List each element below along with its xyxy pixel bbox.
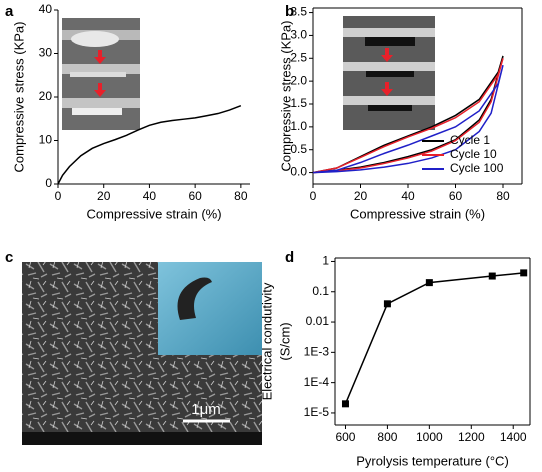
- sem-image: [22, 262, 262, 445]
- x-tick-label: 80: [234, 189, 248, 203]
- data-line: [344, 272, 524, 405]
- y-tick-label: 0: [45, 176, 52, 190]
- panel-label: b: [285, 3, 294, 20]
- data-marker: [488, 272, 496, 280]
- x-axis-label: Compressive strain (%): [350, 206, 485, 221]
- y-tick-label: 40: [39, 2, 53, 16]
- x-tick-label: 1400: [500, 430, 527, 444]
- x-tick-label: 20: [97, 189, 111, 203]
- x-tick-label: 60: [449, 189, 463, 203]
- y-axis-label: Electrical condutivity: [259, 282, 274, 400]
- y-tick-label: 0.0: [290, 165, 307, 179]
- data-marker: [341, 400, 349, 408]
- y-tick-label: 1E-3: [304, 345, 330, 359]
- y-tick-label: 1E-4: [304, 375, 330, 389]
- y-tick-label: 10: [39, 133, 53, 147]
- y-tick-label: 1: [322, 254, 329, 268]
- x-tick-label: 800: [377, 430, 397, 444]
- x-tick-label: 80: [496, 189, 510, 203]
- y-tick-label: 30: [39, 46, 53, 60]
- y-axis-label: Compressive stress (KPa): [11, 22, 26, 173]
- y-axis-label: (S/cm): [277, 322, 292, 360]
- x-tick-label: 0: [55, 189, 62, 203]
- data-line: [57, 104, 242, 185]
- inset-photo: [343, 16, 435, 130]
- y-axis-label: Compressive stress (KPa): [278, 21, 293, 172]
- x-tick-label: 60: [188, 189, 202, 203]
- panel-label: d: [285, 249, 294, 266]
- x-tick-label: 40: [401, 189, 415, 203]
- y-tick-label: 3.0: [290, 28, 307, 42]
- legend-label: Cycle 100: [450, 161, 504, 175]
- y-tick-label: 0.1: [312, 284, 329, 298]
- y-tick-label: 1.0: [290, 119, 307, 133]
- scale-bar-label: 1μm: [191, 401, 220, 418]
- y-tick-label: 2.5: [290, 50, 307, 64]
- y-tick-label: 1E-5: [304, 405, 330, 419]
- x-tick-label: 0: [310, 189, 317, 203]
- data-marker: [425, 279, 433, 287]
- y-tick-label: 0.5: [290, 142, 307, 156]
- y-tick-label: 1.5: [290, 96, 307, 110]
- y-tick-label: 3.5: [290, 5, 307, 19]
- legend-label: Cycle 10: [450, 147, 497, 161]
- x-tick-label: 600: [335, 430, 355, 444]
- y-tick-label: 2.0: [290, 73, 307, 87]
- legend-label: Cycle 1: [450, 133, 490, 147]
- data-line: [312, 55, 504, 174]
- x-axis-label: Compressive strain (%): [86, 206, 221, 221]
- x-tick-label: 1200: [458, 430, 485, 444]
- x-axis-label: Pyrolysis temperature (°C): [356, 453, 509, 468]
- x-tick-label: 1000: [416, 430, 443, 444]
- x-tick-label: 20: [354, 189, 368, 203]
- data-marker: [520, 269, 528, 277]
- panel-label: c: [5, 249, 13, 266]
- x-tick-label: 40: [143, 189, 157, 203]
- inset-photo: [62, 18, 140, 130]
- data-line: [312, 64, 504, 174]
- y-tick-label: 20: [39, 89, 53, 103]
- y-tick-label: 0.01: [306, 314, 330, 328]
- panel-label: a: [5, 3, 14, 20]
- data-marker: [383, 300, 391, 308]
